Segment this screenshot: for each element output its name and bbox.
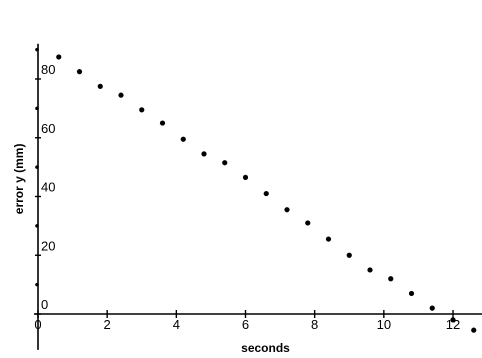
y-minor-tick xyxy=(35,47,39,52)
data-point xyxy=(139,107,145,113)
data-point xyxy=(408,290,415,297)
data-point xyxy=(471,327,477,333)
data-point xyxy=(367,267,373,273)
data-point xyxy=(118,92,124,98)
data-point xyxy=(56,54,62,60)
data-point xyxy=(305,220,311,226)
x-axis-label: seconds xyxy=(241,341,290,355)
x-tick-label: 12 xyxy=(446,317,460,332)
data-point xyxy=(201,151,207,157)
data-point xyxy=(284,207,290,213)
y-minor-tick xyxy=(35,165,39,169)
data-point xyxy=(346,252,352,258)
data-point xyxy=(325,236,332,242)
y-tick-label: 40 xyxy=(41,180,55,195)
y-axis-ticks: 0 20 40 60 80 xyxy=(35,47,55,315)
x-tick-label: 4 xyxy=(173,317,180,332)
data-points xyxy=(56,54,477,333)
data-point xyxy=(450,317,456,323)
data-point xyxy=(97,83,103,89)
data-point xyxy=(159,120,166,126)
data-point xyxy=(429,305,435,311)
x-tick-label: 10 xyxy=(377,317,391,332)
data-point xyxy=(222,160,228,166)
x-tick-label: 2 xyxy=(104,317,111,332)
data-point xyxy=(76,69,83,75)
y-minor-tick xyxy=(35,106,39,111)
y-axis-label: error y (mm) xyxy=(12,144,26,215)
data-point xyxy=(242,174,249,181)
x-tick-label: 0 xyxy=(34,317,41,332)
y-tick-label: 0 xyxy=(41,297,48,312)
data-point xyxy=(388,276,394,282)
data-point xyxy=(180,136,186,142)
y-tick-label: 60 xyxy=(41,121,55,136)
x-axis-ticks: 0 2 4 6 8 10 12 xyxy=(34,310,460,332)
y-minor-tick xyxy=(35,224,39,228)
y-tick-label: 20 xyxy=(41,238,55,253)
x-tick-label: 8 xyxy=(311,317,318,332)
axes xyxy=(34,43,482,350)
data-point xyxy=(263,190,269,197)
y-minor-tick xyxy=(35,282,39,287)
x-tick-label: 6 xyxy=(242,317,249,332)
y-tick-label: 80 xyxy=(41,62,55,77)
